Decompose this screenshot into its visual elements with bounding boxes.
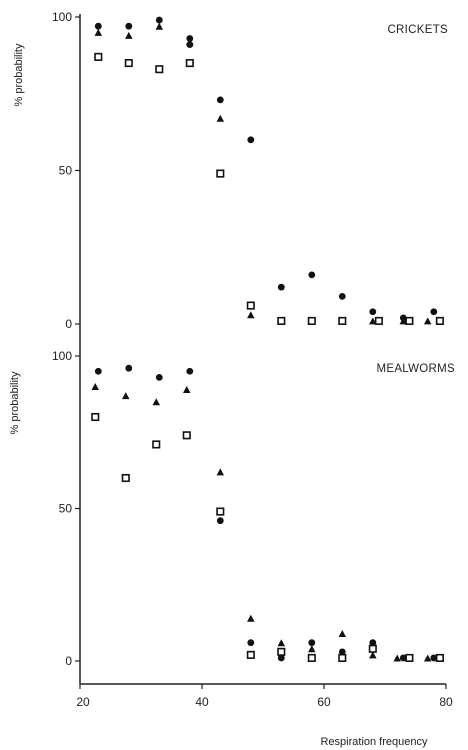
crickets-y-label: % probability [13, 43, 25, 106]
mealworms-title: MEALWORMS [376, 363, 455, 375]
mealworms-triangle-point [338, 630, 347, 638]
x-tick-80: 80 [439, 695, 453, 709]
crickets-square-point [246, 301, 255, 310]
crickets-triangle-point [399, 317, 408, 325]
crickets-circle-point [277, 283, 285, 291]
mealworms-square-point [246, 650, 255, 659]
crickets-square-point [405, 316, 414, 325]
mealworms-square-point [307, 653, 316, 663]
mealworms-square-point [121, 473, 130, 483]
crickets-square-point [374, 316, 383, 325]
crickets-circle-point [94, 22, 102, 30]
crickets-triangle-point [216, 114, 225, 122]
crickets-circle-point [369, 308, 377, 316]
mealworms-circle-point [125, 364, 133, 372]
mealworms-circle-point [94, 367, 102, 375]
x-axis-label: Respiration frequency [320, 736, 428, 748]
mealworms-circle-point [338, 648, 346, 656]
mealworms-square-point [152, 440, 161, 449]
mealworms-circle-point [308, 639, 316, 647]
mealworms-y-label: % probability [9, 371, 21, 434]
mealworms-triangle-point [183, 386, 191, 394]
mealworms-panel: 100 50 0 % probability MEALWORMS 20 40 6… [9, 339, 455, 748]
mealworms-circle-point [247, 639, 255, 647]
crickets-square-point [277, 316, 286, 325]
mealworms-square-point [182, 431, 191, 440]
mealworms-triangle-point [423, 654, 432, 662]
crickets-circle-point [155, 16, 163, 24]
mealworms-square-point [368, 644, 377, 653]
mealworms-square-point [277, 647, 286, 656]
crickets-square-point [435, 316, 444, 325]
mealworms-triangle-point [216, 468, 225, 476]
crickets-triangle-point [423, 317, 432, 325]
crickets-circle-point [430, 308, 438, 316]
crickets-y-tick-0: 0 [65, 317, 72, 331]
mealworms-circle-point [216, 517, 224, 525]
crickets-circle-point [338, 292, 346, 300]
mealworms-square-point [405, 653, 414, 663]
crickets-panel: 100 50 0 % probability CRICKETS [13, 10, 448, 339]
crickets-marks [94, 16, 444, 325]
crickets-square-point [124, 58, 133, 68]
crickets-circle-point [125, 22, 133, 30]
mealworms-square-point [91, 412, 100, 422]
mealworms-square-point [435, 653, 444, 663]
x-tick-20: 20 [76, 695, 90, 709]
mealworms-y-tick-100: 100 [52, 349, 72, 363]
mealworms-triangle-point [277, 639, 286, 647]
mealworms-triangle-point [122, 392, 130, 400]
mealworms-circle-point [430, 654, 438, 662]
crickets-square-point [307, 316, 316, 325]
crickets-square-point [155, 65, 164, 74]
crickets-triangle-point [94, 28, 103, 36]
crickets-square-point [185, 58, 194, 68]
x-tick-60: 60 [317, 695, 331, 709]
x-tick-40: 40 [195, 695, 209, 709]
mealworms-circle-point [186, 367, 194, 375]
crickets-circle-point [216, 96, 224, 104]
mealworms-triangle-point [369, 651, 377, 659]
crickets-triangle-point [125, 31, 133, 39]
mealworms-triangle-point [91, 383, 99, 390]
crickets-triangle-point [369, 317, 377, 325]
crickets-circle-point [308, 271, 316, 279]
crickets-y-tick-50: 50 [59, 164, 73, 178]
mealworms-triangle-point [308, 645, 316, 653]
mealworms-marks [91, 364, 444, 663]
mealworms-circle-point [369, 639, 377, 647]
crickets-triangle-point [186, 38, 194, 46]
crickets-square-point [338, 316, 347, 325]
crickets-square-point [94, 52, 103, 61]
mealworms-square-point [338, 653, 347, 663]
mealworms-triangle-point [393, 654, 401, 662]
mealworms-y-tick-50: 50 [59, 502, 73, 516]
mealworms-triangle-point [152, 398, 160, 406]
mealworms-square-point [216, 507, 225, 516]
crickets-triangle-point [247, 311, 255, 319]
crickets-square-point [216, 169, 225, 178]
mealworms-circle-point [155, 373, 163, 381]
mealworms-triangle-point [247, 614, 255, 622]
crickets-y-tick-100: 100 [52, 10, 72, 24]
mealworms-circle-point [399, 654, 407, 662]
crickets-circle-point [247, 136, 255, 144]
crickets-title: CRICKETS [387, 24, 448, 36]
mealworms-circle-point [277, 654, 285, 662]
mealworms-y-tick-0: 0 [65, 654, 72, 668]
crickets-triangle-point [155, 22, 164, 30]
